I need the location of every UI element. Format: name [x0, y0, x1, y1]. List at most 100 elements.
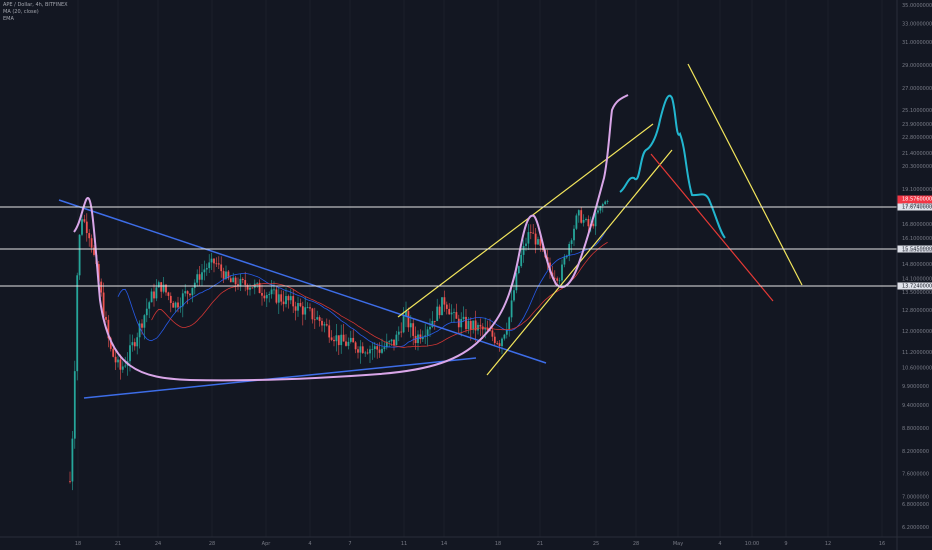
candle-body	[371, 348, 374, 350]
candle-body	[585, 219, 587, 220]
time-tick-label: 14	[441, 541, 447, 547]
candle-body	[407, 311, 410, 328]
candle-body	[105, 316, 107, 320]
candle-body	[148, 302, 151, 309]
candle-body	[527, 232, 530, 244]
candle-body	[193, 282, 196, 288]
price-tick-label: 25.1000000	[902, 108, 932, 114]
horizontal-levels[interactable]: 18.576000002:10:0417.674000015.545000013…	[0, 195, 932, 290]
candle-body	[277, 294, 280, 303]
candle-body	[505, 329, 508, 335]
candle-body	[232, 277, 235, 283]
time-tick-label: 12	[825, 541, 831, 547]
candle-body	[227, 271, 230, 279]
candle-body	[443, 297, 446, 305]
candle-body	[258, 282, 261, 294]
candle-body	[563, 257, 566, 265]
candle-body	[191, 287, 194, 296]
candle-body	[265, 295, 268, 299]
time-tick-label: 11	[401, 541, 407, 547]
candle-body	[292, 296, 295, 307]
candle-body	[460, 319, 463, 328]
candle-body	[433, 320, 436, 322]
candle-body	[321, 320, 323, 326]
candle-body	[184, 291, 187, 294]
candle-body	[88, 233, 91, 239]
candle-body	[493, 336, 496, 343]
time-axis[interactable]: 18 21 24 28 Apr 4 7 11 14 18 21 25 28 May 4 10:00 9 12 16	[0, 536, 932, 547]
candle-body	[270, 289, 273, 295]
candle-body	[472, 320, 475, 330]
candle-body	[587, 219, 590, 227]
price-label-text: 18.5760000	[902, 197, 932, 203]
candle-body	[297, 303, 299, 311]
candle-body	[177, 302, 179, 308]
candle-body	[153, 291, 155, 299]
candle-body	[508, 317, 511, 330]
channel-upper-line	[397, 123, 654, 318]
candle-body	[263, 295, 266, 299]
candle-body	[222, 271, 225, 279]
candle-body	[282, 301, 285, 305]
candle-body	[249, 287, 251, 290]
candle-body	[169, 295, 172, 303]
candle-body	[484, 327, 487, 330]
ma-line	[117, 227, 608, 348]
price-label-text: 17.6740000	[902, 205, 932, 211]
candle-body	[155, 287, 158, 299]
candle-body	[157, 282, 160, 288]
candle-body	[558, 280, 561, 282]
candle-body	[143, 315, 146, 328]
ema-indicator-label[interactable]: EMA	[3, 16, 14, 22]
time-tick-label: May	[673, 541, 683, 547]
candle-body	[109, 338, 112, 349]
price-tick-label: 22.8000000	[902, 135, 932, 141]
time-tick-label: 10:00	[745, 541, 759, 547]
symbol-title[interactable]: APE / Dollar, 4h, BITFINEX	[3, 2, 68, 8]
grid	[77, 0, 883, 537]
candle-body	[537, 239, 539, 245]
candle-body	[121, 366, 124, 370]
candle-body	[124, 365, 127, 367]
candle-body	[421, 336, 424, 340]
time-tick-label: 16	[879, 541, 885, 547]
price-tick-label: 14.8000000	[902, 262, 932, 268]
price-tick-label: 7.0000000	[902, 495, 929, 501]
candle-body	[237, 284, 239, 287]
candle-body	[335, 335, 338, 342]
candle-body	[513, 290, 515, 301]
candle-body	[517, 266, 520, 274]
candle-body	[210, 258, 213, 263]
candle-body	[565, 255, 568, 258]
candle-body	[347, 341, 350, 346]
candle-body	[117, 359, 119, 363]
candle-body	[448, 308, 451, 315]
price-tick-label: 12.8000000	[902, 308, 932, 314]
price-tick-label: 9.9000000	[902, 384, 929, 390]
price-tick-label: 31.0000000	[902, 40, 932, 46]
price-label-box	[897, 203, 932, 211]
price-tick-label: 11.2000000	[902, 350, 932, 356]
ma-indicator-label[interactable]: MA (20, close)	[3, 9, 39, 15]
candle-body	[529, 232, 532, 233]
candle-body	[85, 221, 88, 234]
candle-body	[162, 284, 165, 292]
candle-body	[592, 223, 595, 227]
candle-body	[467, 321, 470, 330]
target-line	[650, 153, 774, 302]
ema-line	[151, 241, 608, 348]
candle-body	[390, 339, 393, 342]
candle-body	[213, 258, 215, 264]
candle-body	[520, 254, 523, 267]
moving-averages	[117, 227, 608, 348]
candle-body	[287, 296, 290, 301]
candle-body	[325, 324, 328, 326]
candle-body	[69, 481, 71, 483]
candle-body	[429, 326, 431, 330]
candle-body	[568, 243, 571, 256]
candle-body	[150, 291, 153, 303]
candle-body	[340, 334, 343, 346]
candle-body	[217, 263, 220, 265]
